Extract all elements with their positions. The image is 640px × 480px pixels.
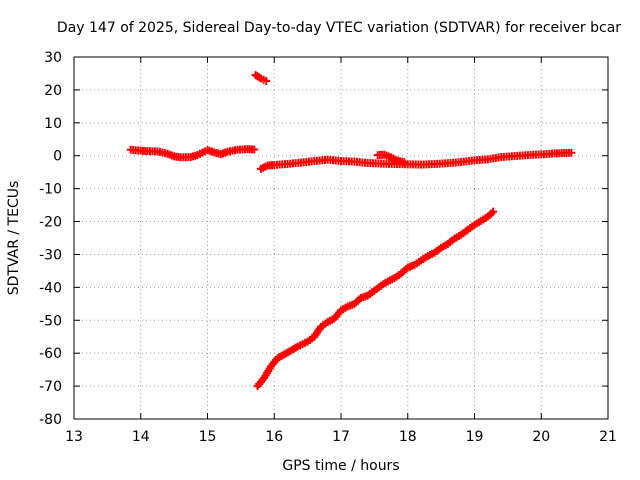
data-point <box>262 77 271 86</box>
x-tick-label: 15 <box>199 429 217 445</box>
y-tick-label: -60 <box>39 346 62 362</box>
series-arc-3 <box>256 148 576 173</box>
chart-title: Day 147 of 2025, Sidereal Day-to-day VTE… <box>57 20 621 36</box>
data-point <box>250 145 259 154</box>
y-tick-label: -50 <box>39 313 62 329</box>
y-tick-label: 10 <box>44 116 62 132</box>
data-point <box>567 148 576 157</box>
y-tick-label: -10 <box>39 182 62 198</box>
y-tick-label: -70 <box>39 379 62 395</box>
data-point <box>400 158 409 167</box>
y-tick-label: -20 <box>39 215 62 231</box>
y-tick-label: 30 <box>44 50 62 66</box>
x-tick-label: 19 <box>466 429 484 445</box>
x-tick-label: 16 <box>265 429 283 445</box>
series-arc-2 <box>251 71 271 86</box>
series-arc-5 <box>253 207 498 391</box>
axis-ticks: 13 14 15 16 17 18 19 20 21 -80 -70 -60 -50 -40 -30 -20 -… <box>39 50 617 445</box>
y-tick-label: -40 <box>39 280 62 296</box>
x-tick-label: 21 <box>599 429 617 445</box>
x-tick-label: 17 <box>332 429 350 445</box>
x-tick-label: 20 <box>532 429 550 445</box>
series-arc-4 <box>373 150 409 167</box>
y-tick-label: 20 <box>44 83 62 99</box>
x-axis-label: GPS time / hours <box>282 458 399 474</box>
data-series <box>126 71 576 391</box>
y-tick-label: -80 <box>39 412 62 428</box>
series-arc-1 <box>126 145 259 162</box>
y-tick-label: -30 <box>39 247 62 263</box>
x-tick-label: 14 <box>132 429 150 445</box>
data-point <box>489 207 498 216</box>
y-tick-label: 0 <box>53 149 62 165</box>
grid <box>74 57 608 419</box>
x-tick-label: 18 <box>399 429 417 445</box>
x-tick-label: 13 <box>65 429 83 445</box>
y-axis-label: SDTVAR / TECUs <box>6 181 22 296</box>
